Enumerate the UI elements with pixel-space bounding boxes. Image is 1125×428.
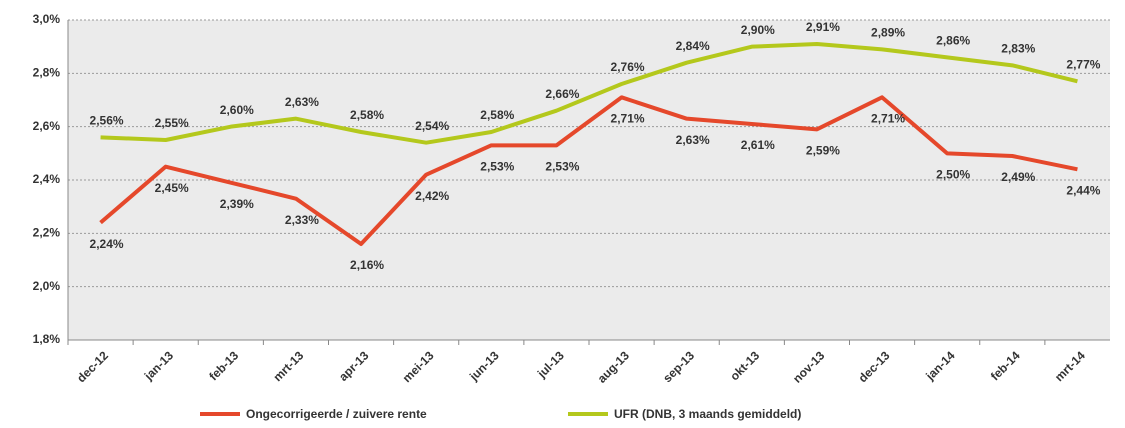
y-tick-label: 2,2% — [33, 226, 61, 240]
x-tick-label: jan-14 — [922, 348, 957, 383]
data-label: 2,33% — [285, 213, 319, 227]
x-tick-label: nov-13 — [790, 348, 827, 385]
data-label: 2,61% — [741, 138, 775, 152]
x-tick-label: apr-13 — [336, 348, 372, 384]
x-tick-label: okt-13 — [727, 348, 762, 383]
x-tick-label: jul-13 — [534, 348, 567, 381]
data-label: 2,45% — [155, 181, 189, 195]
data-label: 2,58% — [350, 108, 384, 122]
data-label: 2,71% — [611, 112, 645, 126]
legend-label: UFR (DNB, 3 maands gemiddeld) — [614, 407, 801, 421]
data-label: 2,90% — [741, 23, 775, 37]
y-tick-label: 2,6% — [33, 119, 61, 133]
data-label: 2,39% — [220, 197, 254, 211]
x-tick-label: feb-14 — [988, 348, 1023, 383]
x-tick-label: mei-13 — [400, 348, 437, 385]
x-tick-label: mrt-13 — [270, 348, 306, 384]
data-label: 2,50% — [936, 168, 970, 182]
data-label: 2,63% — [676, 133, 710, 147]
data-label: 2,59% — [806, 144, 840, 158]
line — [100, 42, 1078, 145]
x-tick-label: aug-13 — [595, 348, 632, 385]
y-tick-label: 1,8% — [33, 332, 61, 346]
data-label: 2,83% — [1001, 42, 1035, 56]
y-tick-label: 2,4% — [33, 172, 61, 186]
x-tick-label: feb-13 — [206, 348, 241, 383]
x-tick-label: jun-13 — [466, 348, 502, 384]
data-label: 2,63% — [285, 95, 319, 109]
data-label: 2,42% — [415, 189, 449, 203]
x-tick-label: sep-13 — [660, 348, 697, 385]
y-tick-label: 2,0% — [33, 279, 61, 293]
data-label: 2,60% — [220, 103, 254, 117]
data-label: 2,86% — [936, 34, 970, 48]
data-label: 2,77% — [1066, 58, 1100, 72]
data-label: 2,55% — [155, 116, 189, 130]
x-tick-label: jan-13 — [141, 348, 176, 383]
data-label: 2,53% — [545, 160, 579, 174]
x-tick-label: mrt-14 — [1052, 348, 1088, 384]
data-label: 2,24% — [90, 237, 124, 251]
data-label: 2,71% — [871, 112, 905, 126]
data-label: 2,16% — [350, 258, 384, 272]
y-tick-label: 3,0% — [33, 12, 61, 26]
line — [99, 95, 1078, 246]
legend-label: Ongecorrigeerde / zuivere rente — [246, 407, 427, 421]
data-label: 2,44% — [1066, 184, 1100, 198]
data-label: 2,56% — [90, 114, 124, 128]
data-label: 2,58% — [480, 108, 514, 122]
data-label: 2,54% — [415, 119, 449, 133]
data-label: 2,53% — [480, 160, 514, 174]
x-tick-label: dec-13 — [856, 348, 893, 385]
data-label: 2,66% — [545, 87, 579, 101]
data-label: 2,84% — [676, 39, 710, 53]
data-label: 2,49% — [1001, 170, 1035, 184]
data-label: 2,89% — [871, 26, 905, 40]
data-label: 2,76% — [611, 60, 645, 74]
x-tick-label: dec-12 — [74, 348, 111, 385]
data-label: 2,91% — [806, 20, 840, 34]
y-tick-label: 2,8% — [33, 66, 61, 80]
